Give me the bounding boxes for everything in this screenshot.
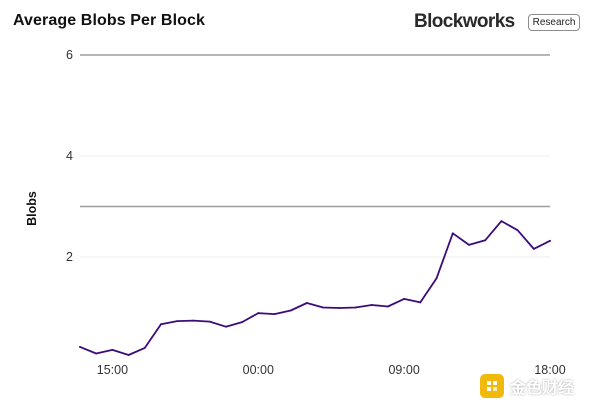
axis-layer: 2 4 6 15:00 00:00 09:00 18:00 Blobs xyxy=(25,48,566,377)
data-point xyxy=(451,232,454,235)
data-point xyxy=(305,302,308,304)
x-tick-label: 15:00 xyxy=(97,363,128,377)
data-point xyxy=(143,347,146,349)
research-badge: Research xyxy=(528,14,580,31)
y-tick-label: 4 xyxy=(66,149,73,163)
data-point xyxy=(484,239,487,242)
data-point xyxy=(127,354,130,356)
series-line xyxy=(79,220,551,356)
watermark-logo-icon xyxy=(480,374,504,398)
data-point xyxy=(468,243,470,246)
y-axis-title: Blobs xyxy=(25,191,39,226)
data-point xyxy=(403,298,406,300)
y-tick-label: 6 xyxy=(66,48,73,62)
data-point xyxy=(516,229,519,232)
chart-title: Average Blobs Per Block xyxy=(13,12,206,29)
data-point xyxy=(500,220,503,223)
series-layer xyxy=(79,220,551,356)
data-point xyxy=(257,312,260,314)
data-point xyxy=(387,305,389,308)
data-point xyxy=(224,325,227,328)
data-point xyxy=(111,349,114,351)
data-point xyxy=(273,313,276,315)
data-point xyxy=(79,345,81,348)
data-point xyxy=(435,277,438,280)
watermark: 金色财经 xyxy=(480,374,574,398)
data-point xyxy=(322,306,325,309)
brand-logo: Blockworks xyxy=(414,11,515,32)
y-tick-label: 2 xyxy=(66,250,73,264)
data-point xyxy=(289,309,292,312)
grid-layer xyxy=(80,54,550,258)
data-point xyxy=(370,304,373,306)
x-tick-label: 00:00 xyxy=(243,363,274,377)
data-point xyxy=(192,319,195,322)
data-point xyxy=(549,239,551,242)
x-tick-label: 09:00 xyxy=(388,363,419,377)
data-point xyxy=(532,248,535,250)
data-point xyxy=(160,323,162,326)
data-point xyxy=(419,301,422,304)
data-point xyxy=(241,321,243,324)
watermark-text: 金色财经 xyxy=(510,380,575,397)
data-point xyxy=(95,352,98,355)
x-tick-label: 18:00 xyxy=(534,363,565,377)
data-point xyxy=(354,306,357,309)
data-point xyxy=(176,320,179,323)
data-point xyxy=(338,307,341,309)
data-point xyxy=(208,320,211,323)
